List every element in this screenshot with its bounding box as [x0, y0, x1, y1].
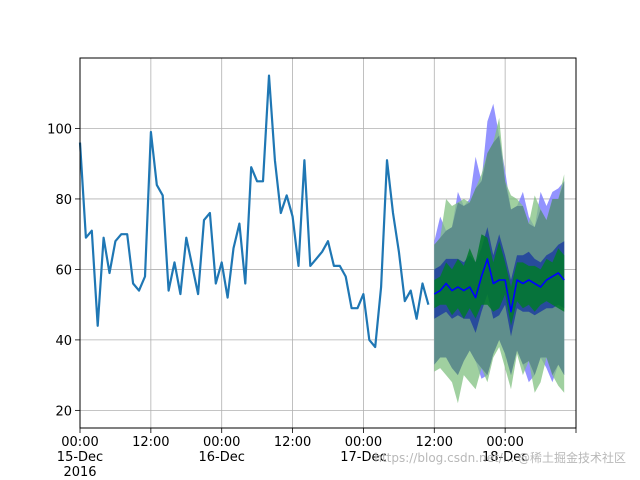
y-tick-label: 20 — [55, 404, 72, 419]
interval-bands — [434, 103, 565, 404]
x-tick-label: 00:00 18-Dec — [482, 435, 528, 465]
observed-series-line — [78, 74, 430, 349]
y-tick-label: 80 — [55, 193, 72, 208]
y-tick-label: 40 — [55, 334, 72, 349]
x-tick-label: 12:00 — [416, 435, 453, 450]
y-tick-label: 100 — [47, 122, 72, 137]
watermark: https://blog.csdn.net/... @稀土掘金技术社区 — [374, 451, 626, 465]
x-tick-label: 12:00 — [132, 435, 169, 450]
plot-frame — [79, 57, 577, 429]
x-tick-label: 00:00 15-Dec 2016 — [57, 435, 103, 480]
axes: 00:00 15-Dec 2016 12:00 00:00 16-Dec 12:00 00:0… — [47, 122, 577, 480]
forecast-series-line — [433, 258, 565, 313]
y-tick-label: 60 — [55, 263, 72, 278]
x-tick-label: 00:00 16-Dec — [199, 435, 245, 465]
x-tick-label: 12:00 — [274, 435, 311, 450]
series-lines — [78, 74, 565, 349]
x-tick-label: 00:00 17-Dec — [340, 435, 386, 465]
